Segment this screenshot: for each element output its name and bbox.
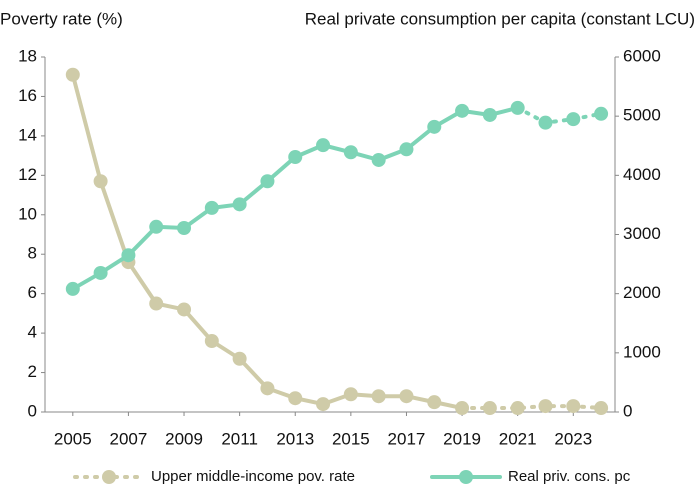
data-point: [204, 200, 219, 215]
x-tick-label: 2009: [165, 429, 203, 448]
legend-label: Upper middle-income pov. rate: [151, 468, 355, 484]
data-point: [288, 149, 303, 164]
y-tick-label: 8: [28, 244, 37, 263]
data-point: [399, 389, 414, 404]
y-tick-label: 14: [18, 125, 37, 144]
x-tick-label: 2007: [110, 429, 148, 448]
data-point: [427, 395, 442, 410]
data-point: [204, 334, 219, 348]
data-point: [177, 220, 192, 235]
data-point: [316, 138, 331, 153]
x-tick-label: 2015: [332, 429, 370, 448]
data-point: [455, 401, 470, 416]
data-point: [594, 106, 609, 121]
data-point: [371, 152, 386, 167]
data-point: [538, 399, 553, 414]
data-point: [482, 401, 497, 416]
y-tick-label: 18: [18, 46, 37, 65]
data-point: [566, 112, 581, 127]
data-point: [65, 67, 80, 82]
x-tick-label: 2019: [443, 429, 481, 448]
data-point: [121, 248, 136, 263]
data-point: [149, 296, 164, 311]
series-line: [70, 105, 520, 291]
x-tick-label: 2021: [499, 429, 537, 448]
y2-tick-label: 3000: [623, 224, 661, 243]
data-point: [149, 219, 164, 234]
y-axis-title: Poverty rate (%): [0, 9, 123, 28]
data-point: [371, 389, 386, 404]
data-point: [538, 115, 553, 130]
y2-tick-label: 6000: [623, 46, 661, 65]
y2-tick-label: 4000: [623, 165, 661, 184]
data-point: [566, 399, 581, 414]
data-point: [316, 397, 331, 412]
data-point: [455, 103, 470, 118]
data-point: [594, 401, 609, 416]
y2-tick-label: 2000: [623, 283, 661, 302]
legend-marker: [459, 470, 473, 484]
y-tick-label: 16: [18, 86, 37, 105]
y2-tick-label: 5000: [623, 106, 661, 125]
data-point: [343, 145, 358, 160]
data-point: [510, 100, 525, 115]
x-tick-label: 2013: [276, 429, 314, 448]
x-tick-label: 2005: [54, 429, 92, 448]
y2-tick-label: 1000: [623, 342, 661, 361]
y2-tick-label: 0: [623, 401, 632, 420]
legend-label: Real priv. cons. pc: [508, 468, 631, 484]
data-point: [260, 174, 275, 189]
data-point: [482, 107, 497, 122]
data-point: [65, 281, 80, 296]
data-point: [93, 265, 108, 280]
series-line: [515, 105, 604, 125]
series-line: [70, 72, 465, 411]
x-tick-label: 2023: [554, 429, 592, 448]
data-point: [177, 302, 192, 317]
y-tick-label: 4: [28, 323, 37, 342]
data-point: [288, 391, 303, 406]
x-tick-label: 2011: [221, 429, 258, 448]
data-point: [510, 401, 525, 416]
data-point: [93, 174, 108, 189]
y-tick-label: 0: [28, 401, 37, 420]
legend-marker: [102, 470, 116, 484]
y-tick-label: 6: [28, 283, 37, 302]
y-tick-label: 10: [18, 204, 37, 223]
data-point: [260, 381, 275, 396]
data-point: [232, 197, 247, 212]
x-tick-label: 2017: [388, 429, 426, 448]
data-point: [343, 387, 358, 402]
y-tick-label: 12: [18, 165, 37, 184]
data-point: [427, 119, 442, 134]
data-point: [399, 142, 414, 157]
y2-axis-title: Real private consumption per capita (con…: [305, 9, 695, 28]
y-tick-label: 2: [28, 362, 37, 381]
data-point: [232, 351, 247, 366]
